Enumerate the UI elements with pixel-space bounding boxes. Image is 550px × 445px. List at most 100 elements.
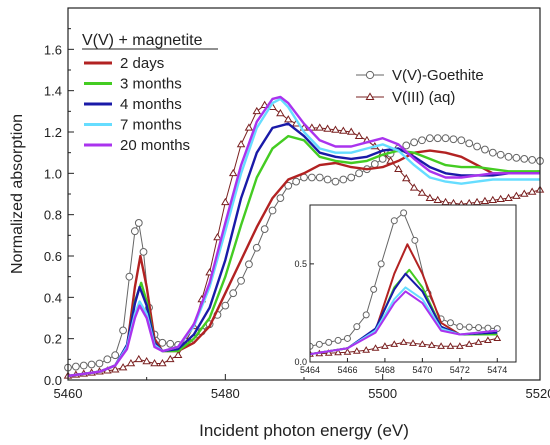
triangle-marker: [331, 125, 340, 133]
triangle-marker: [339, 126, 348, 134]
inset-background: [310, 205, 516, 362]
triangle-marker: [352, 347, 361, 354]
legend-title: V(V) + magnetite: [82, 32, 203, 49]
triangle-marker: [371, 344, 380, 351]
y-tick-label: 0.0: [44, 373, 62, 388]
inset-frame: [309, 204, 517, 363]
circle-marker: [473, 142, 481, 151]
inset-x-tick-label: 5468: [375, 365, 395, 375]
triangle-marker: [390, 340, 399, 347]
circle-marker: [79, 361, 88, 370]
legend-item-2-days: 2 days: [84, 55, 164, 72]
circle-marker: [353, 323, 361, 331]
triangle-marker: [401, 174, 411, 182]
y-tick-label: 0.4: [44, 290, 62, 305]
circle-marker: [370, 160, 379, 168]
x-tick-label: 5480: [211, 386, 240, 401]
series-7-months: [67, 97, 540, 378]
series-line: [67, 149, 541, 378]
circle-marker: [139, 247, 148, 256]
legend-label: 20 months: [120, 137, 190, 154]
series-3-months: [67, 134, 540, 378]
x-tick-label: 5460: [54, 386, 83, 401]
legend-label: V(V)-Goethite: [392, 67, 484, 84]
circle-marker: [130, 227, 139, 236]
circle-marker: [488, 148, 497, 157]
circle-marker: [484, 324, 492, 332]
circle-marker: [252, 243, 261, 252]
y-tick-label: 0.6: [44, 249, 62, 264]
triangle-marker: [134, 354, 144, 363]
triangle-marker: [496, 194, 505, 202]
circle-marker: [134, 219, 143, 227]
circle-marker: [433, 134, 442, 143]
circle-marker: [325, 338, 333, 346]
triangle-marker: [527, 187, 537, 195]
triangle-marker: [455, 342, 464, 349]
x-tick-label: 5520: [526, 386, 550, 401]
legend-item-v-v-goethite: V(V)-Goethite: [356, 67, 484, 84]
circle-marker: [496, 150, 505, 159]
triangle-marker: [343, 348, 352, 355]
inset-x-tick-label: 5470: [412, 365, 432, 375]
legend-label: V(III) (aq): [392, 89, 455, 106]
main-series-group: [63, 95, 545, 379]
circle-marker: [87, 360, 96, 369]
triangle-marker: [381, 342, 389, 349]
circle-marker: [400, 209, 408, 217]
triangle-marker: [409, 183, 419, 191]
triangle-marker: [118, 363, 128, 371]
y-tick-label: 0.2: [44, 332, 62, 347]
triangle-marker: [409, 339, 417, 346]
series-4-months: [67, 122, 540, 378]
circle-marker: [362, 311, 370, 319]
triangle-marker: [427, 341, 436, 348]
series-line: [67, 122, 540, 378]
series-2-days: [67, 149, 541, 378]
triangle-marker: [480, 196, 490, 205]
circle-marker: [276, 194, 285, 203]
triangle-marker: [519, 189, 529, 197]
inset-series-line: [310, 290, 498, 356]
inset-y-tick-label: 0.5: [294, 259, 307, 269]
triangle-marker: [315, 123, 325, 131]
circle-marker: [402, 141, 411, 150]
circle-marker: [377, 260, 385, 268]
circle-marker: [158, 338, 167, 347]
triangle-marker: [365, 92, 375, 100]
triangle-marker: [465, 340, 474, 347]
triangle-marker: [236, 139, 246, 148]
series-line: [67, 134, 540, 378]
inset-series-group: [310, 209, 502, 357]
y-tick-label: 1.0: [44, 166, 62, 181]
triangle-marker: [158, 359, 167, 367]
triangle-marker: [283, 115, 293, 123]
circle-marker: [528, 156, 537, 164]
circle-marker: [125, 272, 134, 281]
circle-marker: [315, 340, 323, 348]
inset-series-20-months: [310, 290, 498, 356]
inset-axes: 5464 5466 5468 5470 5472 5474 0.0 0.5: [294, 259, 507, 375]
y-tick-label: 0.8: [44, 208, 62, 223]
legend-right: V(V)-Goethite V(III) (aq): [356, 67, 484, 106]
circle-marker: [456, 323, 464, 331]
inset-plot: 5464 5466 5468 5470 5472 5474 0.0 0.5: [294, 204, 517, 375]
triangle-marker: [354, 131, 364, 139]
main-axes: 0.0 0.2 0.4 0.6 0.8 1.0 1.2 1.4 1.6 5460 5480 5500 5…: [44, 28, 550, 401]
legend-left: V(V) + magnetite 2 days 3 months 4 months 7…: [82, 32, 218, 154]
y-tick-label: 1.4: [44, 84, 62, 99]
circle-marker: [418, 136, 426, 145]
triangle-marker: [362, 346, 371, 353]
triangle-marker: [324, 349, 333, 356]
circle-marker: [111, 351, 120, 360]
triangle-marker: [323, 124, 332, 132]
legend-label: 4 months: [120, 96, 182, 113]
y-tick-label: 1.2: [44, 125, 62, 140]
legend-label: 3 months: [120, 76, 182, 93]
inset-y-tick-label: 0.0: [294, 357, 307, 367]
x-axis-label: Incident photon energy (eV): [199, 421, 409, 440]
triangle-marker: [484, 336, 492, 343]
triangle-marker: [110, 365, 120, 373]
triangle-marker: [394, 164, 403, 173]
